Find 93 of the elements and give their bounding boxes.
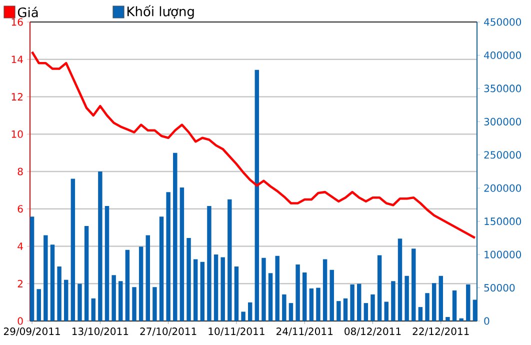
bar [146, 235, 150, 321]
x-tick-label: 27/10/2011 [140, 328, 196, 336]
bar [425, 293, 430, 321]
bar [220, 257, 225, 321]
y2-tick-label: 350000 [484, 84, 522, 92]
bar [322, 259, 328, 321]
y-tick-label: 2 [18, 280, 22, 288]
bar [446, 317, 450, 321]
bar [234, 266, 239, 321]
bar [254, 70, 260, 321]
bar [438, 276, 444, 321]
y2-tick-label: 400000 [484, 51, 522, 59]
bar [173, 152, 178, 321]
y-tick-label: 4 [18, 242, 23, 250]
bar [64, 280, 68, 321]
y-tick-label: 16 [12, 18, 23, 26]
y2-tick-label: 100000 [484, 250, 522, 258]
bar [241, 312, 246, 321]
bar [418, 307, 423, 321]
bar [452, 290, 457, 321]
bar [228, 199, 232, 321]
legend-label: Khối lượng [127, 5, 194, 19]
bar [125, 250, 130, 321]
bar [57, 266, 62, 321]
bar [288, 303, 294, 321]
x-tick-label: 08/12/2011 [344, 328, 401, 336]
bar [166, 192, 170, 321]
bar [384, 302, 388, 321]
bar [152, 287, 157, 321]
bar [200, 262, 205, 321]
bar [282, 294, 286, 321]
bar [193, 259, 198, 321]
bar [350, 284, 354, 321]
bar [364, 303, 368, 321]
y2-tick-label: 300000 [484, 118, 522, 126]
bar [398, 238, 402, 321]
bar [316, 288, 320, 321]
y2-tick-label: 150000 [484, 218, 522, 226]
bar [466, 284, 470, 321]
bar [262, 258, 266, 321]
bar [377, 255, 382, 321]
x-tick-label: 10/11/2011 [208, 328, 264, 336]
y2-tick-label: 0 [484, 317, 490, 325]
bar [30, 216, 34, 321]
bar [275, 256, 280, 321]
bar [404, 276, 409, 321]
y-tick-label: 14 [12, 56, 23, 64]
bar [104, 206, 110, 321]
y2-tick-label: 450000 [484, 18, 522, 26]
bar [50, 244, 55, 321]
y-tick-label: 0 [18, 317, 23, 325]
bar [180, 187, 184, 321]
bar [186, 238, 191, 321]
bar [391, 281, 396, 321]
x-tick-label: 22/12/2011 [412, 328, 469, 336]
x-tick-label: 24/11/2011 [276, 328, 332, 336]
bar [248, 302, 252, 321]
x-tick-label: 13/10/2011 [72, 328, 128, 336]
bar [336, 301, 341, 321]
bar [132, 287, 136, 321]
bar [412, 248, 416, 321]
bar [459, 318, 464, 321]
y2-tick-label: 250000 [484, 151, 522, 159]
bar [98, 172, 102, 321]
bar [370, 294, 375, 321]
bar [296, 264, 300, 321]
bar [207, 206, 212, 321]
y2-tick-label: 200000 [484, 184, 522, 192]
bar [118, 281, 123, 321]
y2-tick-label: 50000 [484, 284, 515, 292]
y-tick-label: 10 [12, 130, 23, 138]
bar [78, 284, 82, 321]
bar [302, 272, 307, 321]
bar [357, 284, 362, 321]
x-tick-label: 29/09/2011 [4, 328, 60, 336]
bar [214, 254, 218, 321]
bar [343, 298, 348, 321]
bar [36, 289, 41, 321]
bar [84, 226, 89, 321]
bar [112, 275, 116, 321]
y-tick-label: 8 [18, 168, 23, 176]
bar [138, 246, 144, 321]
bar [330, 270, 334, 321]
bar [91, 298, 96, 321]
bar [268, 273, 273, 321]
y-tick-label: 12 [12, 93, 22, 100]
legend-label: Giá [18, 6, 38, 18]
y-tick-label: 6 [18, 205, 23, 213]
bar [432, 283, 436, 321]
bar [70, 178, 76, 321]
bar [44, 235, 48, 321]
bar [309, 288, 314, 321]
bar [159, 216, 164, 321]
